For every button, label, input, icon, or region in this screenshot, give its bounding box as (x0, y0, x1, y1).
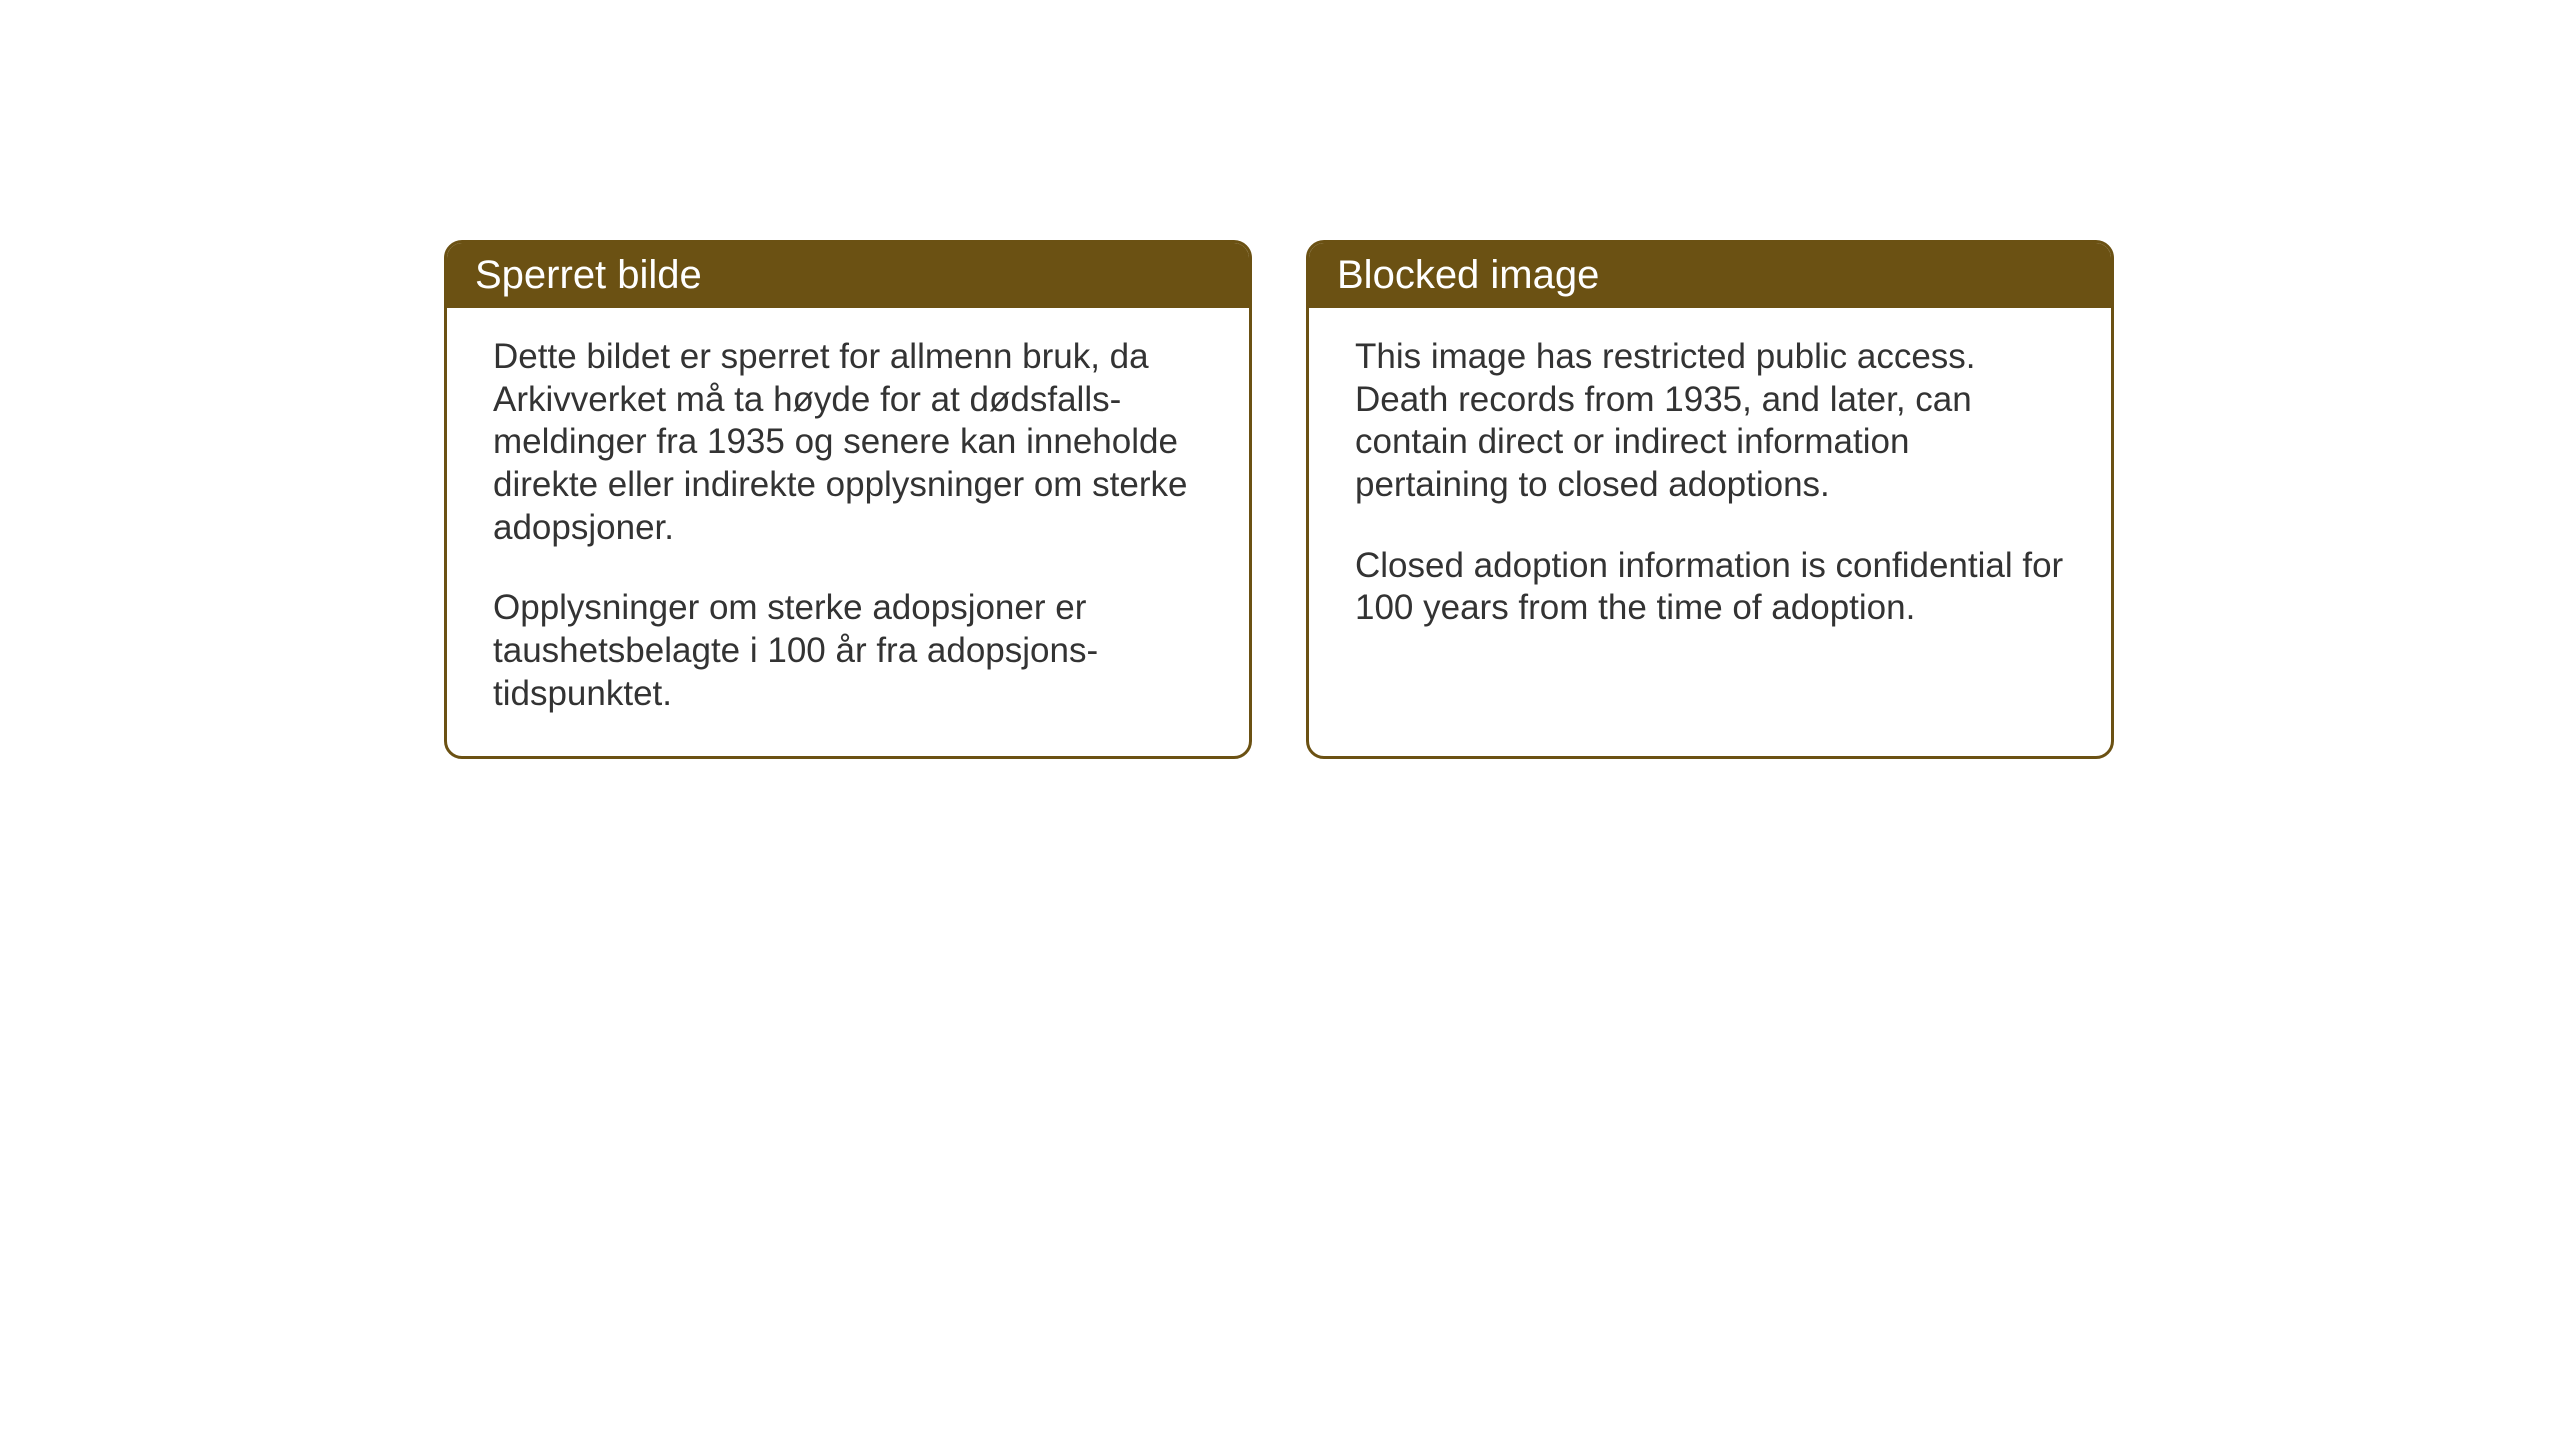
card-paragraph-1-english: This image has restricted public access.… (1355, 336, 2065, 507)
card-title-english: Blocked image (1337, 253, 1599, 297)
card-body-english: This image has restricted public access.… (1309, 308, 2111, 670)
card-title-norwegian: Sperret bilde (475, 253, 702, 297)
notice-card-english: Blocked image This image has restricted … (1306, 240, 2114, 759)
notice-card-norwegian: Sperret bilde Dette bildet er sperret fo… (444, 240, 1252, 759)
card-header-norwegian: Sperret bilde (447, 243, 1249, 308)
card-paragraph-1-norwegian: Dette bildet er sperret for allmenn bruk… (493, 336, 1203, 549)
card-header-english: Blocked image (1309, 243, 2111, 308)
notice-container: Sperret bilde Dette bildet er sperret fo… (444, 240, 2114, 759)
card-body-norwegian: Dette bildet er sperret for allmenn bruk… (447, 308, 1249, 756)
card-paragraph-2-norwegian: Opplysninger om sterke adopsjoner er tau… (493, 587, 1203, 715)
card-paragraph-2-english: Closed adoption information is confident… (1355, 545, 2065, 630)
